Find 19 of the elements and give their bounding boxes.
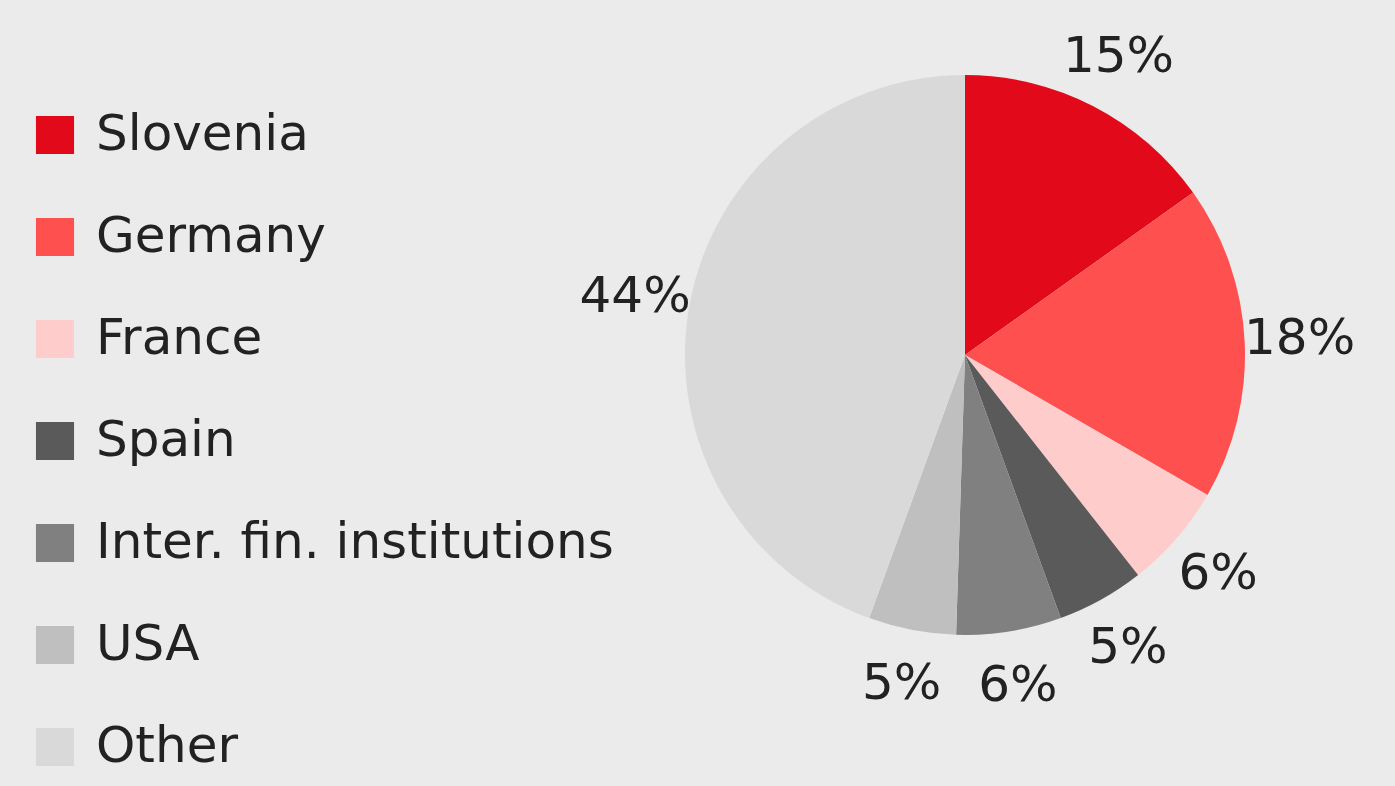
data-label: 18% — [1244, 308, 1356, 367]
data-label: 5% — [861, 652, 942, 711]
pie-slice — [965, 192, 1245, 495]
legend-label: Other — [96, 716, 239, 774]
legend-label: France — [96, 308, 263, 366]
data-label: 5% — [1088, 616, 1168, 675]
pie-slice — [965, 355, 1139, 619]
legend-label: Slovenia — [96, 104, 309, 162]
data-label: 6% — [978, 654, 1058, 713]
pie-slice — [869, 355, 965, 635]
pie-slice — [956, 355, 1061, 635]
pie-slice — [965, 75, 1194, 355]
legend-label: Spain — [96, 410, 236, 468]
legend-label: USA — [96, 614, 200, 672]
legend-label: Inter. fin. institutions — [96, 512, 614, 570]
legend-label: Germany — [96, 206, 326, 264]
data-label: 6% — [1178, 543, 1258, 602]
data-label: 15% — [1062, 26, 1175, 85]
data-label: 44% — [579, 265, 691, 324]
